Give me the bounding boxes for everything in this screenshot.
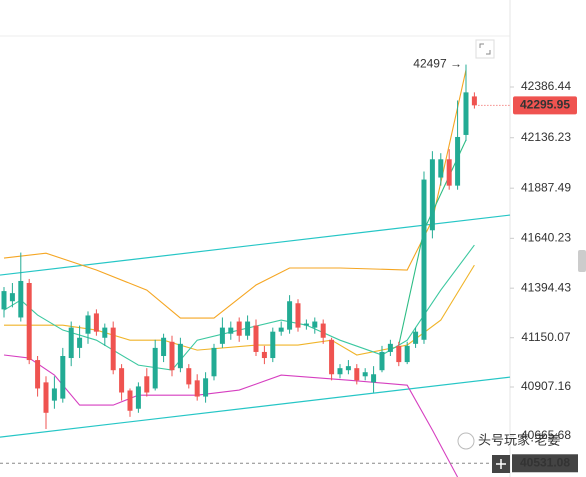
candle-body <box>270 331 276 359</box>
candle-body <box>161 337 167 357</box>
y-tick-label: 41394.43 <box>521 280 571 294</box>
candle-body <box>186 368 192 385</box>
candle-body <box>278 327 284 332</box>
indicator-line <box>3 244 475 371</box>
candle-body <box>371 374 377 383</box>
candle-body <box>127 390 133 411</box>
candle-body <box>261 351 267 359</box>
candle-body <box>9 293 15 302</box>
trendline <box>0 376 511 438</box>
candle-body <box>228 327 234 334</box>
watermark: 头号玩家·老姜 <box>478 432 560 447</box>
candle-body <box>77 337 83 348</box>
watermark-logo <box>457 432 475 450</box>
candle-body <box>345 366 351 371</box>
y-tick-label: 42386.44 <box>521 79 571 93</box>
candle-body <box>51 388 57 401</box>
candle-body <box>354 368 360 381</box>
high-annotation: 42497 → <box>413 57 462 71</box>
candle-body <box>421 179 427 340</box>
candle-body <box>35 360 41 389</box>
candle-body <box>471 96 477 106</box>
candle-body <box>119 368 125 393</box>
candle-body <box>303 323 309 326</box>
indicator-line <box>3 69 467 319</box>
candle-body <box>169 341 175 371</box>
candle-body <box>110 327 116 371</box>
last-price-label: 42295.95 <box>520 98 570 112</box>
crosshair-button[interactable] <box>492 455 510 473</box>
candle-body <box>60 356 66 399</box>
candle-body <box>396 345 402 363</box>
candle-body <box>438 159 444 178</box>
candle-body <box>245 321 251 336</box>
candle-body <box>362 372 368 377</box>
y-tick-label: 42136.23 <box>521 130 571 144</box>
candle-body <box>203 378 209 397</box>
candle-body <box>379 351 385 371</box>
y-tick-label: 40665.68 <box>521 428 571 442</box>
candle-body <box>177 343 183 369</box>
candle-body <box>43 382 49 413</box>
last-price-bg <box>513 96 577 115</box>
y-tick-label: 40907.16 <box>521 379 571 393</box>
candle-body <box>211 347 217 377</box>
candle-body <box>68 327 74 359</box>
crosshair-price-label: 40531.08 <box>520 455 570 469</box>
candle-body <box>312 321 318 328</box>
candle-body <box>152 347 158 389</box>
candle-body <box>320 323 326 338</box>
candle-body <box>413 331 419 344</box>
candle-body <box>135 386 141 409</box>
candle-body <box>463 92 469 135</box>
candle-body <box>102 327 108 338</box>
candle-body <box>1 291 7 310</box>
candle-body <box>455 136 461 186</box>
candle-body <box>219 327 225 344</box>
indicator-line <box>3 354 459 477</box>
candle-body <box>429 159 435 231</box>
candle-body <box>26 282 32 361</box>
candle-body <box>446 159 452 186</box>
candle-body <box>404 345 410 363</box>
candle-body <box>287 301 293 330</box>
crosshair-price-bg <box>512 454 578 473</box>
candle-body <box>329 339 335 375</box>
candle-body <box>387 343 393 352</box>
candle-body <box>144 376 150 393</box>
candle-body <box>236 321 242 336</box>
candle-body <box>93 313 99 332</box>
candle-body <box>85 315 91 334</box>
candle-body <box>337 368 343 375</box>
candle-body <box>295 303 301 328</box>
scroll-handle[interactable] <box>578 250 586 272</box>
expand-icon[interactable] <box>475 39 495 59</box>
y-tick-label: 41640.23 <box>521 231 571 245</box>
candle-body <box>253 325 259 352</box>
y-tick-label: 41150.07 <box>521 330 570 344</box>
candle-body <box>194 380 200 397</box>
candle-body <box>18 280 24 318</box>
y-tick-label: 41887.49 <box>521 180 571 194</box>
watermark-group: 头号玩家·老姜 <box>457 432 560 450</box>
